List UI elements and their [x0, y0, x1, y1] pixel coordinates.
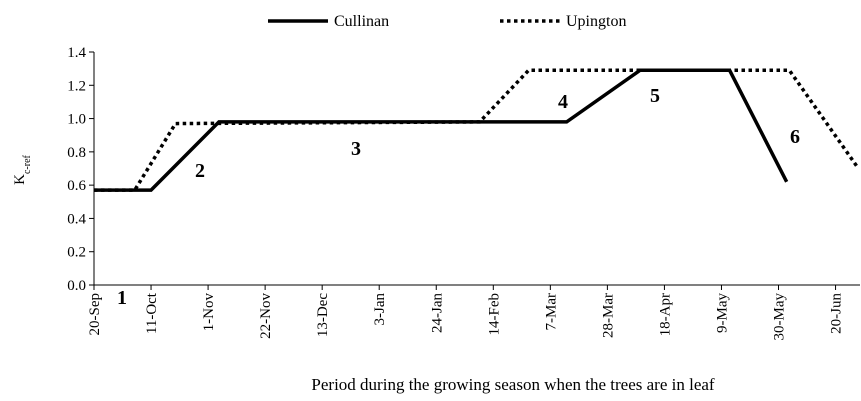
y-label: K — [12, 174, 28, 185]
legend-label: Cullinan — [334, 13, 389, 30]
y-tick-label: 0.6 — [67, 178, 86, 194]
x-tick-label: 7-Mar — [543, 293, 559, 331]
x-tick-label: 20-Jun — [829, 293, 845, 334]
y-tick-label: 1.4 — [67, 45, 86, 61]
x-tick-label: 1-Nov — [201, 293, 217, 332]
y-tick-label: 1.0 — [67, 112, 86, 128]
x-tick-label: 3-Jan — [372, 293, 388, 326]
series-line — [94, 68, 859, 192]
y-tick-label: 0.2 — [67, 245, 86, 261]
annotation: 4 — [558, 91, 568, 113]
x-tick-label: 30-May — [772, 293, 788, 341]
x-tick-label: 20-Sep — [87, 293, 103, 336]
x-tick-label: 24-Jan — [429, 293, 445, 333]
x-tick-label: 11-Oct — [144, 292, 160, 334]
annotation: 1 — [117, 287, 127, 309]
y-tick-label: 1.2 — [67, 78, 86, 94]
y-axis-title: Kc-ref — [12, 154, 33, 184]
x-tick-label: 28-Mar — [600, 293, 616, 338]
x-axis-title: Period during the growing season when th… — [311, 375, 714, 394]
x-tick-label: 9-May — [714, 293, 730, 333]
annotation: 5 — [650, 85, 660, 107]
y-tick-label: 0.4 — [67, 211, 86, 227]
y-tick-label: 0.8 — [67, 145, 86, 161]
x-tick-label: 14-Feb — [486, 293, 502, 336]
x-tick-label: 13-Dec — [315, 293, 331, 337]
y-label-subscript: c-ref — [22, 154, 33, 174]
annotation: 3 — [351, 138, 361, 160]
x-tick-label: 22-Nov — [258, 293, 274, 339]
legend-label: Upington — [566, 13, 626, 30]
annotation: 6 — [790, 126, 800, 148]
x-tick-label: 18-Apr — [657, 293, 673, 336]
y-tick-label: 0.0 — [67, 278, 86, 294]
annotation: 2 — [195, 160, 205, 182]
